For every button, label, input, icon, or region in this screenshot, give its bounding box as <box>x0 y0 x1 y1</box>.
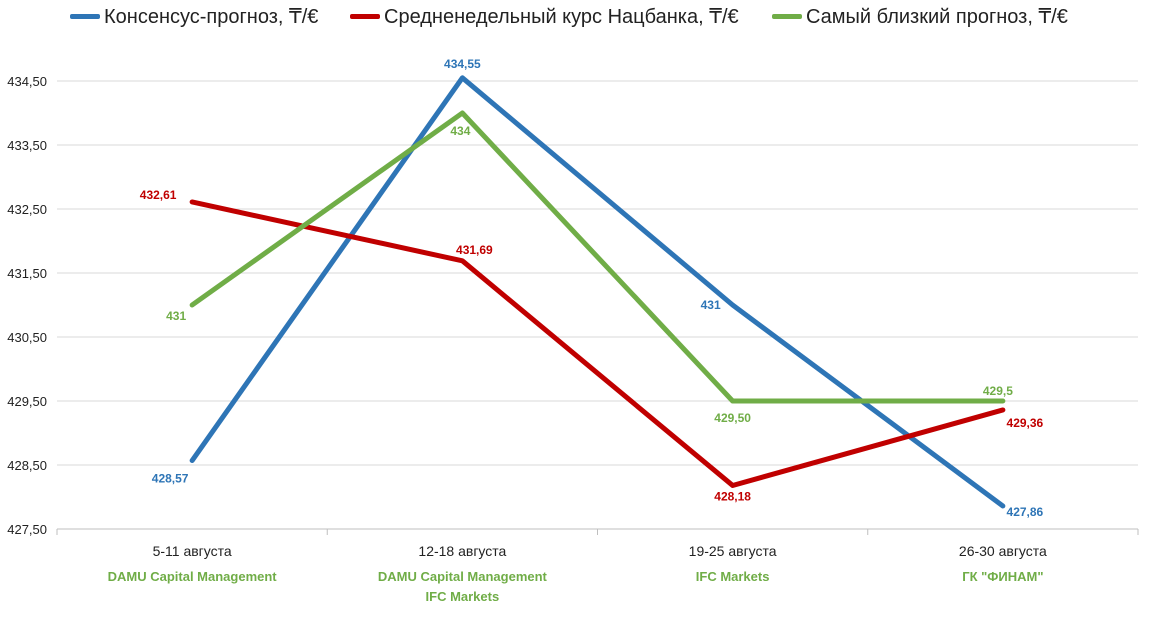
data-label: 427,86 <box>1007 505 1044 519</box>
x-category-sublabel: DAMU Capital Management <box>378 569 548 584</box>
legend-item-consensus: Консенсус-прогноз, ₸/€ <box>70 4 318 29</box>
series-line <box>189 75 1006 509</box>
legend-swatch-closest <box>772 14 802 19</box>
legend-swatch-consensus <box>70 14 100 19</box>
x-category-label: 5-11 августа <box>153 543 232 559</box>
legend-label-consensus: Консенсус-прогноз, ₸/€ <box>104 6 319 28</box>
legend-swatch-nbrk <box>350 14 380 19</box>
data-label: 429,50 <box>714 411 751 425</box>
y-tick-label: 431,50 <box>7 266 47 281</box>
y-tick-label: 428,50 <box>7 458 47 473</box>
y-tick-label: 430,50 <box>7 330 47 345</box>
legend: Консенсус-прогноз, ₸/€ Средненедельный к… <box>0 4 1149 32</box>
legend-item-nbrk: Средненедельный курс Нацбанка, ₸/€ <box>350 4 739 29</box>
series-line <box>189 199 1006 488</box>
data-label: 431 <box>701 298 721 312</box>
data-label: 428,57 <box>152 472 189 486</box>
legend-item-closest: Самый близкий прогноз, ₸/€ <box>772 4 1068 29</box>
data-label: 431 <box>166 309 186 323</box>
data-label: 431,69 <box>456 243 493 257</box>
series-line <box>189 110 1006 404</box>
y-tick-label: 429,50 <box>7 394 47 409</box>
x-category-sublabel: IFC Markets <box>426 589 500 604</box>
legend-label-nbrk: Средненедельный курс Нацбанка, ₸/€ <box>384 6 739 28</box>
x-category-label: 19-25 августа <box>689 543 777 559</box>
data-label: 434,55 <box>444 57 481 71</box>
y-tick-label: 427,50 <box>7 522 47 537</box>
x-category-sublabel: ГК "ФИНАМ" <box>962 569 1043 584</box>
data-label: 428,18 <box>714 489 751 503</box>
y-tick-label: 434,50 <box>7 74 47 89</box>
data-label: 429,5 <box>983 384 1013 398</box>
data-label: 432,61 <box>140 188 177 202</box>
x-category-sublabel: DAMU Capital Management <box>108 569 278 584</box>
data-label: 434 <box>450 124 470 138</box>
x-category-sublabel: IFC Markets <box>696 569 770 584</box>
x-category-label: 12-18 августа <box>418 543 506 559</box>
x-category-label: 26-30 августа <box>959 543 1047 559</box>
y-tick-label: 432,50 <box>7 202 47 217</box>
legend-label-closest: Самый близкий прогноз, ₸/€ <box>806 6 1068 28</box>
y-tick-label: 433,50 <box>7 138 47 153</box>
data-label: 429,36 <box>1007 416 1044 430</box>
